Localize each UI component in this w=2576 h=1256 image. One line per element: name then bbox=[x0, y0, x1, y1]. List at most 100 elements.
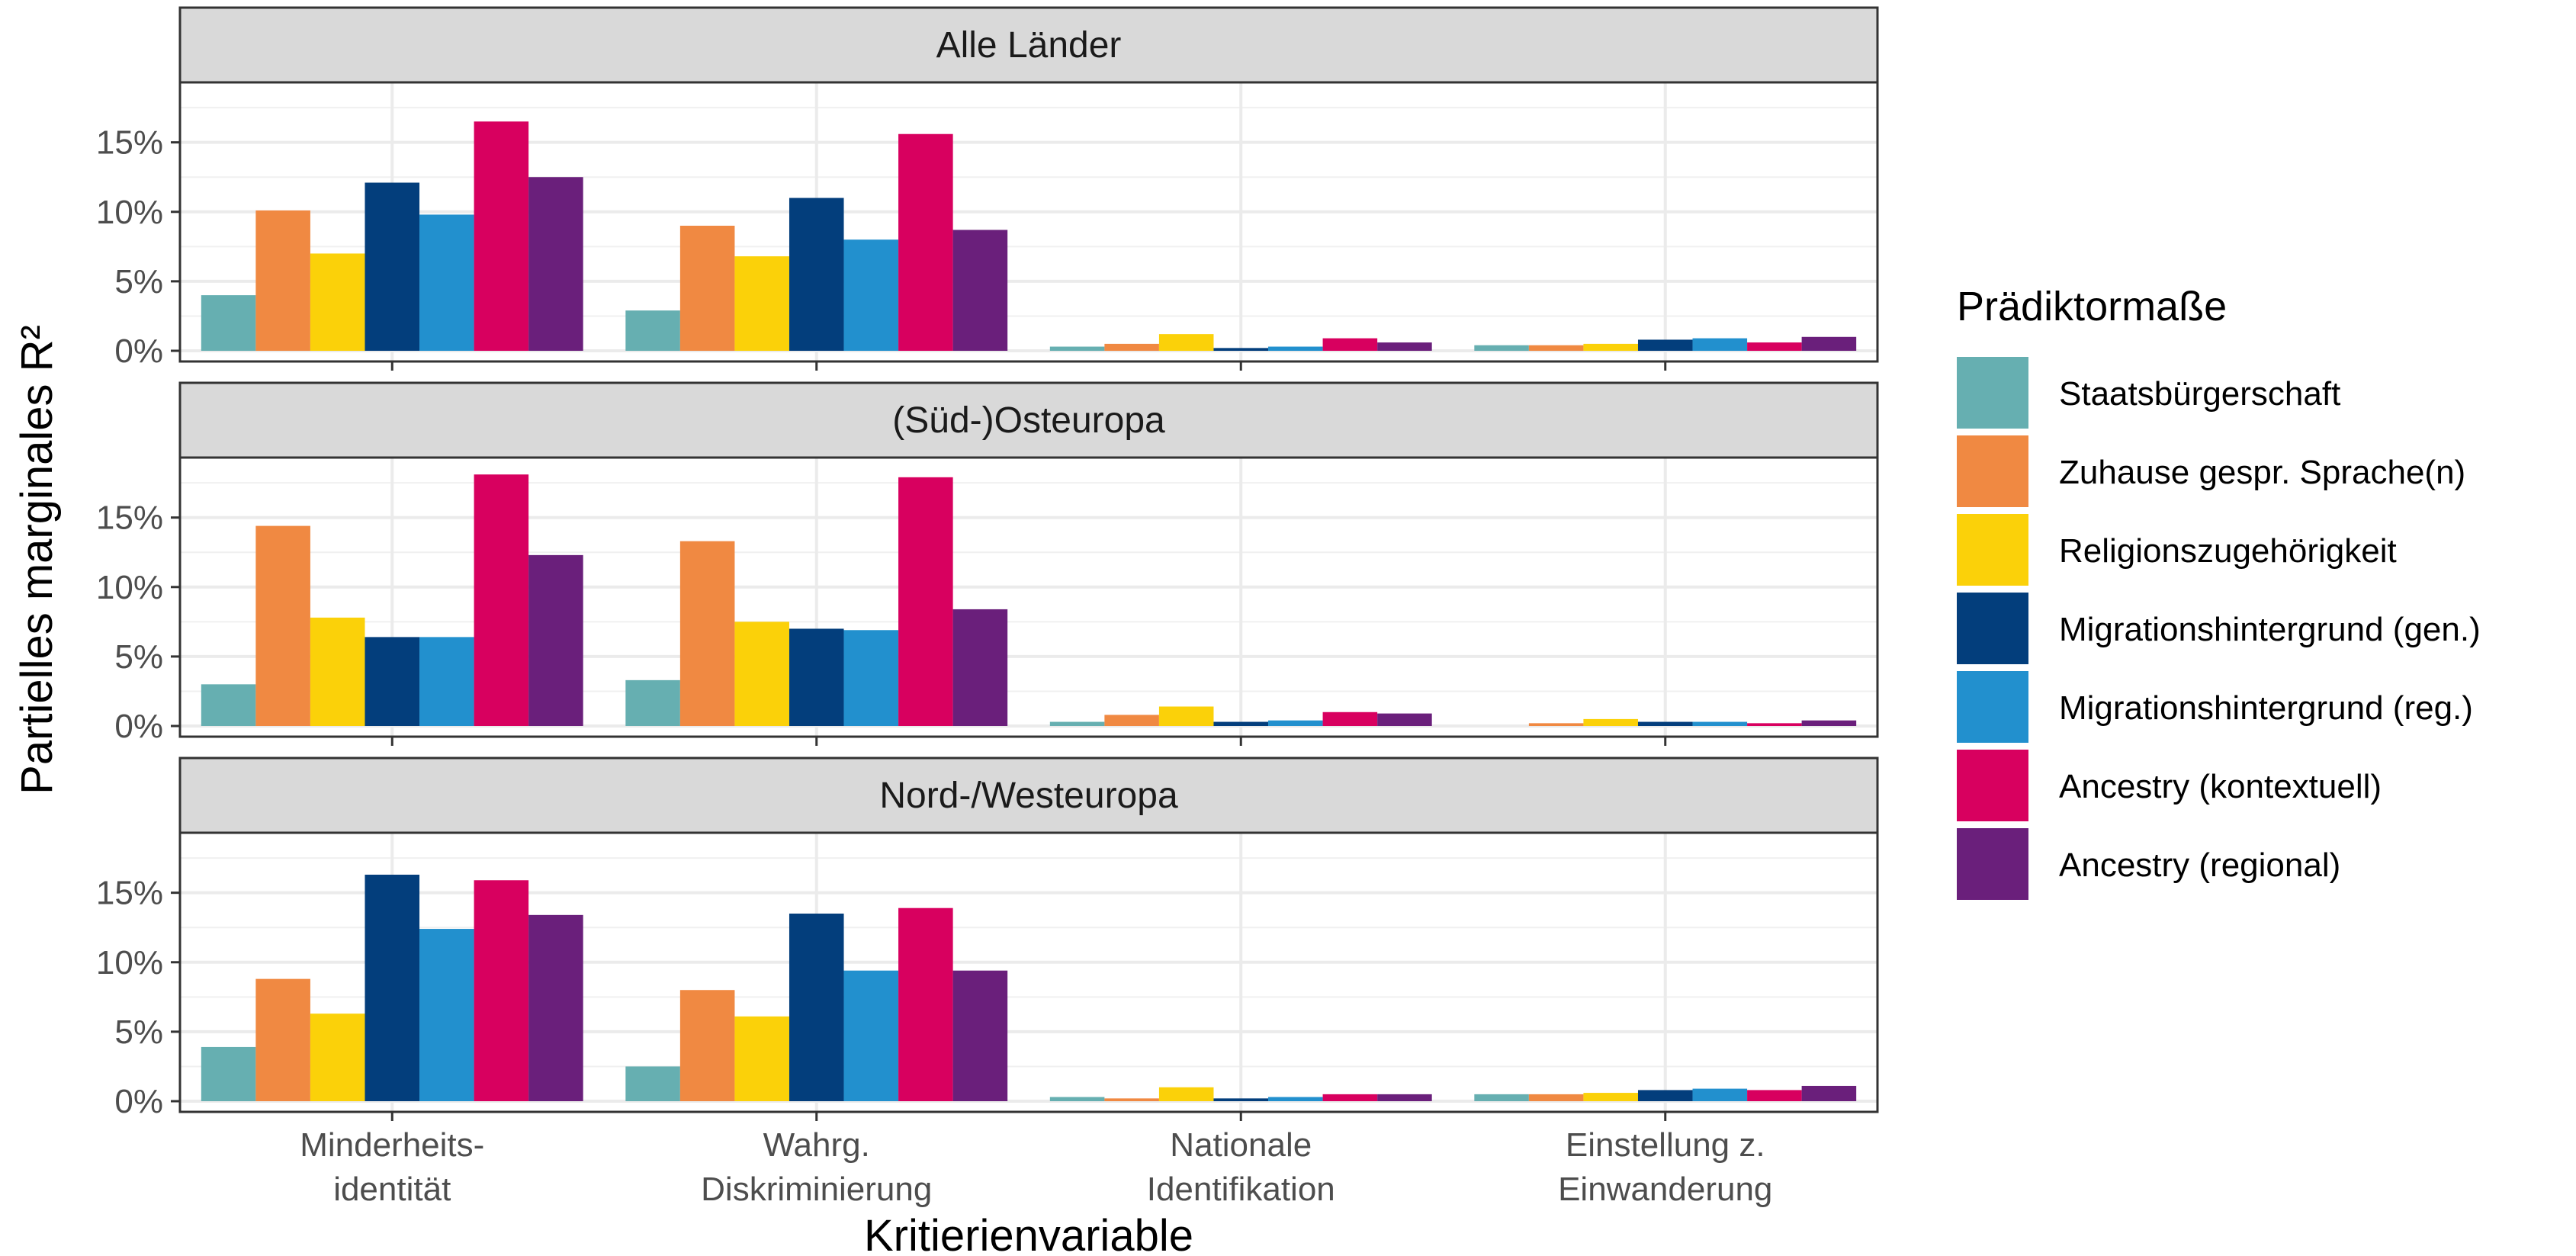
x-tick-label: Minderheits- bbox=[300, 1126, 484, 1164]
bar bbox=[1693, 339, 1748, 351]
bar bbox=[734, 256, 789, 351]
bar bbox=[1583, 719, 1638, 726]
bar bbox=[528, 915, 583, 1101]
bar bbox=[474, 474, 529, 726]
bar bbox=[953, 971, 1008, 1101]
bar bbox=[1377, 342, 1432, 351]
bar bbox=[625, 1066, 680, 1101]
x-tick-label: Einstellung z. bbox=[1566, 1126, 1765, 1164]
bar bbox=[255, 979, 310, 1101]
bar bbox=[1050, 347, 1105, 351]
bar bbox=[419, 929, 474, 1101]
y-tick-label: 0% bbox=[114, 1083, 163, 1120]
legend-swatch bbox=[1957, 750, 2028, 821]
y-tick-label: 15% bbox=[96, 500, 163, 537]
bar bbox=[528, 555, 583, 726]
bar bbox=[953, 609, 1008, 726]
bar bbox=[1104, 715, 1159, 726]
bar bbox=[844, 971, 899, 1101]
bar bbox=[255, 210, 310, 351]
bar bbox=[310, 1013, 365, 1101]
bar bbox=[1377, 714, 1432, 726]
bar bbox=[1802, 337, 1857, 351]
bar bbox=[1323, 1094, 1378, 1101]
legend-label: Zuhause gespr. Sprache(n) bbox=[2059, 454, 2465, 491]
legend-swatch bbox=[1957, 514, 2028, 586]
bar bbox=[1802, 1086, 1857, 1101]
bar bbox=[1529, 345, 1584, 351]
bar bbox=[1104, 344, 1159, 351]
bar bbox=[201, 684, 256, 726]
bar bbox=[625, 310, 680, 351]
y-tick-label: 5% bbox=[114, 638, 163, 676]
bar bbox=[1268, 347, 1323, 351]
bar bbox=[625, 680, 680, 726]
bar bbox=[419, 214, 474, 351]
bar bbox=[680, 226, 735, 351]
bar bbox=[1747, 342, 1802, 351]
bar bbox=[1213, 348, 1268, 351]
bar bbox=[1159, 1087, 1214, 1101]
y-tick-label: 10% bbox=[96, 569, 163, 606]
panel-3: Nord-/Westeuropa 0% 5% 10% 15% bbox=[96, 758, 1877, 1121]
bar bbox=[898, 134, 953, 351]
facet-strip-label: Nord-/Westeuropa bbox=[879, 776, 1178, 816]
legend-label: Migrationshintergrund (reg.) bbox=[2059, 689, 2473, 727]
bar bbox=[680, 990, 735, 1101]
legend-swatch bbox=[1957, 828, 2028, 900]
bar bbox=[1529, 723, 1584, 726]
bar bbox=[1638, 722, 1693, 726]
bar bbox=[1638, 1090, 1693, 1101]
bar bbox=[1583, 1093, 1638, 1101]
bar bbox=[1213, 722, 1268, 726]
bar bbox=[365, 183, 419, 351]
x-tick-label: Identifikation bbox=[1147, 1171, 1335, 1208]
bar bbox=[255, 526, 310, 726]
bar bbox=[1474, 1094, 1529, 1101]
legend-label: Migrationshintergrund (gen.) bbox=[2059, 611, 2481, 648]
legend-swatch bbox=[1957, 357, 2028, 429]
legend-swatch bbox=[1957, 671, 2028, 743]
y-tick-label: 5% bbox=[114, 1013, 163, 1051]
y-tick-label: 15% bbox=[96, 124, 163, 162]
bar bbox=[1104, 1098, 1159, 1101]
bar bbox=[734, 1017, 789, 1101]
bar bbox=[898, 908, 953, 1101]
bar bbox=[1323, 339, 1378, 351]
bar bbox=[474, 880, 529, 1101]
bar bbox=[789, 628, 844, 726]
bar bbox=[1693, 722, 1748, 726]
bar bbox=[1747, 723, 1802, 726]
legend-swatch bbox=[1957, 593, 2028, 664]
x-tick-label: Wahrg. bbox=[763, 1126, 870, 1164]
bar bbox=[1747, 1090, 1802, 1101]
bar bbox=[201, 1047, 256, 1101]
facet-panels: Alle Länder0%5%10%15%(Süd-)Osteuropa0%5%… bbox=[96, 8, 1877, 1121]
bar bbox=[310, 618, 365, 726]
y-tick-label: 15% bbox=[96, 875, 163, 912]
bar bbox=[310, 253, 365, 351]
bar bbox=[1323, 712, 1378, 726]
legend-label: Ancestry (regional) bbox=[2059, 846, 2340, 884]
bar bbox=[1050, 722, 1105, 726]
bar bbox=[789, 914, 844, 1101]
bar bbox=[1583, 344, 1638, 351]
bar bbox=[734, 622, 789, 726]
bar bbox=[528, 177, 583, 351]
facet-strip-label: (Süd-)Osteuropa bbox=[892, 400, 1165, 441]
bar bbox=[1050, 1097, 1105, 1101]
bar bbox=[1213, 1098, 1268, 1101]
legend-label: Staatsbürgerschaft bbox=[2059, 375, 2340, 413]
bar bbox=[844, 630, 899, 726]
y-tick-label: 0% bbox=[114, 708, 163, 745]
y-tick-label: 10% bbox=[96, 944, 163, 981]
bar bbox=[789, 198, 844, 351]
bar bbox=[1159, 334, 1214, 351]
y-axis-title: Partielles marginales R² bbox=[12, 325, 62, 795]
bar bbox=[1159, 706, 1214, 726]
x-axis-title: Kritierienvariable bbox=[864, 1211, 1193, 1256]
bar bbox=[474, 121, 529, 351]
bar bbox=[1268, 721, 1323, 726]
bar bbox=[201, 295, 256, 351]
legend-label: Ancestry (kontextuell) bbox=[2059, 768, 2382, 805]
